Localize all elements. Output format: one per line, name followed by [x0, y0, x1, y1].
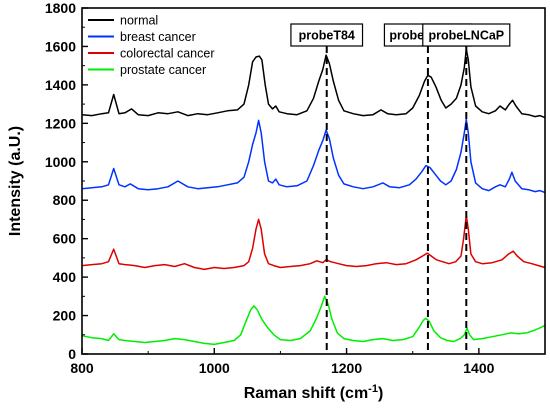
- y-tick-label-1: 200: [53, 308, 77, 324]
- y-tick-label-2: 400: [53, 269, 77, 285]
- x-axis-title: Raman shift (cm-1): [244, 383, 384, 402]
- y-tick-label-7: 1400: [45, 77, 76, 93]
- probe-label-0: probeT84: [299, 29, 355, 43]
- y-tick-label-5: 1000: [45, 154, 76, 170]
- series-line-3: [81, 295, 546, 346]
- x-axis-title-superscript: -1: [368, 383, 378, 395]
- y-tick-label-4: 800: [53, 192, 77, 208]
- x-tick-label-2: 1200: [331, 360, 362, 376]
- series-line-1: [81, 118, 546, 194]
- probe-label-2: probeLNCaP: [428, 29, 504, 43]
- probe-box-0: [290, 23, 364, 47]
- series-line-2: [81, 214, 546, 271]
- y-tick-label-3: 600: [53, 231, 77, 247]
- annotation-layer: probeT84probeSKBR3probeLNCaP: [290, 23, 511, 354]
- x-tick-label-0: 800: [70, 360, 94, 376]
- y-tick-label-0: 0: [68, 346, 76, 362]
- y-tick-label-8: 1600: [45, 38, 76, 54]
- y-tick-label-6: 1200: [45, 115, 76, 131]
- tick-layer: 800 1000 1200 1400 0 200 400 600 800 1000 1200 1400…: [45, 0, 495, 376]
- legend-label-2: colorectal cancer: [120, 47, 215, 61]
- series-layer: [81, 48, 546, 346]
- x-tick-label-3: 1400: [463, 360, 494, 376]
- legend-label-1: breast cancer: [120, 30, 196, 44]
- y-tick-label-9: 1800: [45, 0, 76, 16]
- series-line-0: [81, 48, 546, 119]
- probe-box-2: [422, 23, 511, 47]
- legend: normal breast cancer colorectal cancer pros…: [88, 14, 215, 77]
- legend-label-3: prostate cancer: [120, 63, 206, 77]
- x-axis-title-main: Raman shift (cm: [244, 385, 368, 402]
- y-axis-title: Intensity (a.U.): [7, 126, 24, 236]
- legend-label-0: normal: [120, 14, 158, 28]
- x-tick-label-1: 1000: [199, 360, 230, 376]
- x-axis-title-close: ): [378, 385, 383, 402]
